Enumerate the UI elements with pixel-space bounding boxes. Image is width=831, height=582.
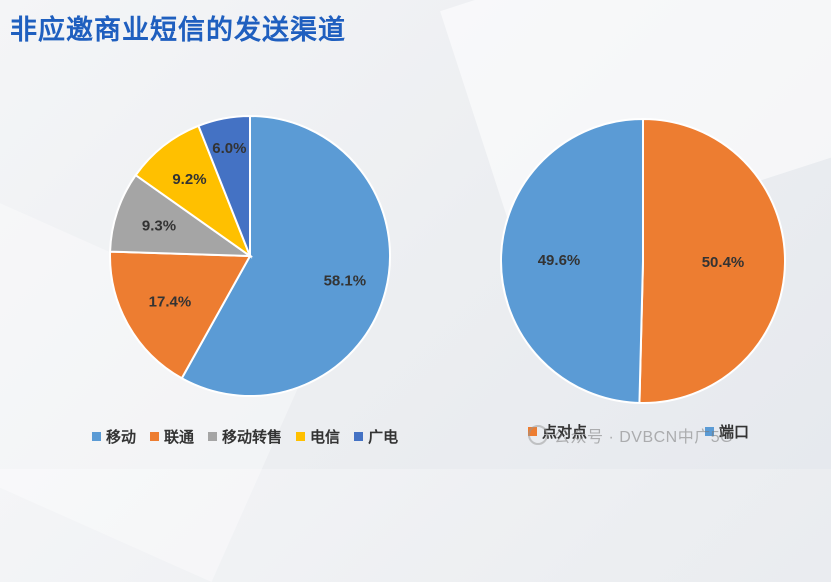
data-label-联通: 17.4% — [149, 293, 192, 310]
legend-label: 移动转售 — [222, 429, 283, 446]
legend-label: 移动 — [106, 429, 137, 446]
legend-swatch — [208, 432, 218, 441]
pie-chart-channels: 58.1% 17.4% 9.3% 9.2% 6.0% — [109, 114, 391, 397]
legend-channels: 移动 联通 移动转售 电信 广电 — [92, 426, 398, 447]
pie-slice-广电 — [197, 114, 251, 257]
legend-swatch — [150, 432, 160, 441]
data-label-广电: 6.0% — [212, 140, 246, 157]
legend-item-端口: 端口 — [705, 421, 749, 442]
legend-item-联通: 联通 — [150, 426, 194, 447]
legend-swatch — [354, 432, 364, 441]
legend-label: 联通 — [164, 429, 195, 446]
wechat-logo-icon — [528, 425, 548, 445]
data-label-移动转售: 9.3% — [142, 217, 176, 234]
watermark-text: 公众号 · DVBCN中广5G — [554, 429, 734, 446]
data-label-移动: 58.1% — [324, 273, 367, 290]
legend-item-移动转售: 移动转售 — [208, 426, 282, 447]
legend-label: 端口 — [719, 424, 750, 441]
pie-slice-移动 — [180, 114, 391, 397]
data-label-点对点: 50.4% — [702, 254, 745, 271]
legend-label: 电信 — [310, 429, 341, 446]
pie-slice-联通 — [109, 250, 252, 380]
watermark: 公众号 · DVBCN中广5G — [528, 423, 828, 447]
page-title: 非应邀商业短信的发送渠道 — [10, 15, 346, 45]
legend-label: 广电 — [368, 429, 399, 446]
legend-item-电信: 电信 — [296, 426, 340, 447]
legend-item-移动: 移动 — [92, 426, 136, 447]
pie-slice-电信 — [134, 124, 253, 259]
pie-chart-type: 50.4% 49.6% — [500, 117, 786, 404]
data-label-电信: 9.2% — [172, 171, 206, 188]
charts-canvas: 58.1% 17.4% 9.3% 9.2% 6.0% 50.4% 49.6% — [109, 114, 786, 404]
data-label-端口: 49.6% — [538, 252, 581, 269]
legend-swatch — [296, 432, 306, 441]
legend-type: 点对点 端口 — [528, 421, 749, 442]
pie-slice-端口 — [500, 117, 644, 404]
legend-label: 点对点 — [542, 424, 588, 441]
legend-swatch — [92, 432, 101, 441]
pie-slice-点对点 — [638, 117, 786, 404]
legend-item-广电: 广电 — [354, 426, 398, 447]
pie-slice-移动转售 — [109, 173, 254, 258]
legend-swatch — [705, 427, 715, 436]
